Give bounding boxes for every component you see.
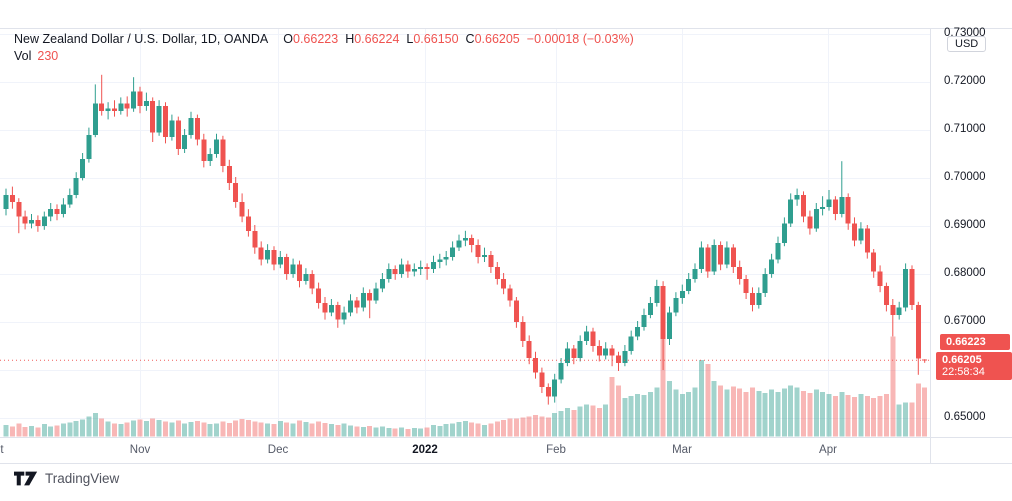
symbol-title[interactable]: New Zealand Dollar / U.S. Dollar, 1D, OA… — [14, 32, 269, 46]
last-price-badge: 0.66205 22:58:34 — [936, 352, 1012, 380]
open-label: O — [283, 32, 293, 46]
legend: New Zealand Dollar / U.S. Dollar, 1D, OA… — [14, 31, 634, 65]
price-axis-label: 0.70000 — [944, 171, 986, 183]
open-value: 0.66223 — [293, 32, 339, 46]
time-axis-label: Mar — [672, 444, 692, 456]
tradingview-logo-link[interactable]: TradingView — [14, 471, 119, 486]
time-axis-label: 2022 — [412, 444, 438, 456]
time-axis-label: t — [0, 444, 4, 456]
pane-top-border — [0, 28, 1012, 29]
high-label: H — [345, 32, 355, 46]
time-axis[interactable]: t Nov Dec 2022 Feb Mar Apr — [0, 438, 930, 463]
price-axis-label: 0.69000 — [944, 219, 986, 231]
volume-indicator-label[interactable]: Vol — [14, 49, 32, 63]
high-value: 0.66224 — [354, 32, 400, 46]
price-axis-label: 0.72000 — [944, 75, 986, 87]
close-value: 0.66205 — [474, 32, 520, 46]
close-label: C — [465, 32, 475, 46]
price-axis-label: 0.71000 — [944, 123, 986, 135]
time-axis-label: Nov — [129, 444, 151, 456]
time-axis-label: Apr — [819, 444, 837, 456]
ohlc-readout: O0.66223 H0.66224 L0.66150 C0.66205 −0.00018… — [276, 32, 634, 46]
time-axis-label: Dec — [267, 444, 289, 456]
volume-value: 230 — [37, 49, 59, 63]
tradingview-brand-text: TradingView — [45, 471, 120, 486]
low-value: 0.66150 — [413, 32, 459, 46]
prev-close-price-badge: 0.66223 — [940, 334, 1010, 350]
low-label: L — [406, 32, 414, 46]
price-axis-label: 0.65000 — [944, 411, 986, 423]
time-axis-separator — [0, 437, 1012, 438]
change-value: −0.00018 (−0.03%) — [526, 32, 634, 46]
last-price-value: 0.66205 — [942, 354, 982, 366]
time-axis-label: Feb — [546, 444, 566, 456]
bar-countdown: 22:58:34 — [942, 366, 985, 378]
tradingview-logo-icon — [14, 471, 38, 486]
price-axis-separator — [930, 28, 931, 464]
price-axis-label: 0.68000 — [944, 267, 986, 279]
price-axis-label: 0.67000 — [944, 315, 986, 327]
widget-bottom-border — [0, 463, 1012, 464]
currency-toggle-button[interactable]: USD — [947, 36, 987, 52]
